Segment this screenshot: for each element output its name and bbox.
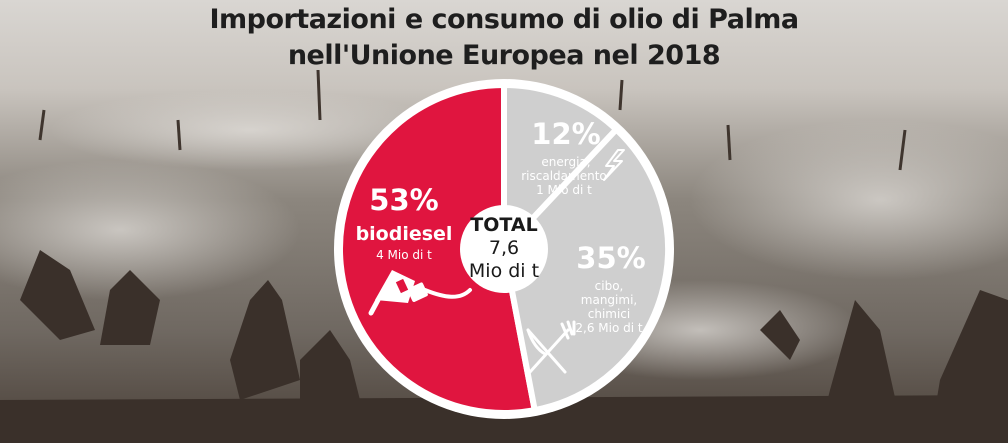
slice-biodiesel-percent: 53% [369, 183, 438, 217]
slice-cibo-label-line-2: mangimi, [581, 293, 637, 307]
slice-energia-amount: 1 Mio di t [536, 183, 592, 197]
slice-cibo-label-line-3: chimici [588, 307, 631, 321]
slice-cibo-amount: 2,6 Mio di t [575, 321, 643, 335]
slice-energia-label-line-2: riscaldamento [521, 169, 607, 183]
slice-energia [501, 82, 620, 252]
center-total-value: 7,6 [489, 237, 519, 259]
lightning-icon [603, 149, 625, 181]
center-total-unit: Mio di t [469, 260, 539, 282]
slice-cibo-percent: 35% [576, 241, 645, 275]
slice-biodiesel-amount: 4 Mio di t [376, 248, 432, 262]
center-total-label: TOTAL [470, 214, 537, 236]
slice-biodiesel [337, 82, 538, 416]
center-circle [460, 205, 548, 293]
chart-title-line-2: nell'Unione Europea nel 2018 [287, 40, 721, 71]
slice-energia-label-line-1: energia, [541, 155, 590, 169]
chart-title-line-1: Importazioni e consumo di olio di Palma [209, 4, 799, 35]
fuel-nozzle-icon [368, 270, 472, 316]
slice-cibo [501, 126, 671, 414]
fork-knife-icon [526, 320, 576, 374]
slice-biodiesel-label: biodiesel [356, 223, 453, 245]
slice-energia-percent: 12% [531, 117, 600, 151]
slice-cibo-label-line-1: cibo, [595, 279, 624, 293]
